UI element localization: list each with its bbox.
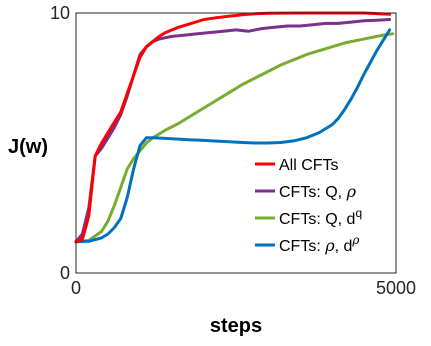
y-tick-label: 10 (50, 3, 70, 23)
plot-frame (75, 12, 397, 274)
legend-entry-3: CFTs: ρ, dρ (279, 233, 359, 255)
legend: All CFTs CFTs: Q, ρ CFTs: Q, dq CFTs: ρ, dρ (255, 157, 362, 255)
series-line-0 (74, 11, 392, 244)
series-line-2 (74, 32, 395, 244)
legend-entry-1: CFTs: Q, ρ (279, 182, 357, 201)
x-tick-label: 0 (71, 278, 81, 298)
x-tick-label: 5000 (376, 278, 416, 298)
axis-ticks: 0 5000 0 10 (50, 3, 416, 298)
y-tick-label: 0 (60, 263, 70, 283)
legend-entry-2: CFTs: Q, dq (279, 206, 362, 228)
series-line-1 (74, 18, 392, 244)
x-axis-title: steps (210, 315, 262, 337)
series-lines (74, 11, 395, 244)
y-axis-title: J(w) (8, 136, 48, 158)
series-line-3 (74, 28, 392, 244)
legend-entry-0: All CFTs (279, 157, 339, 174)
